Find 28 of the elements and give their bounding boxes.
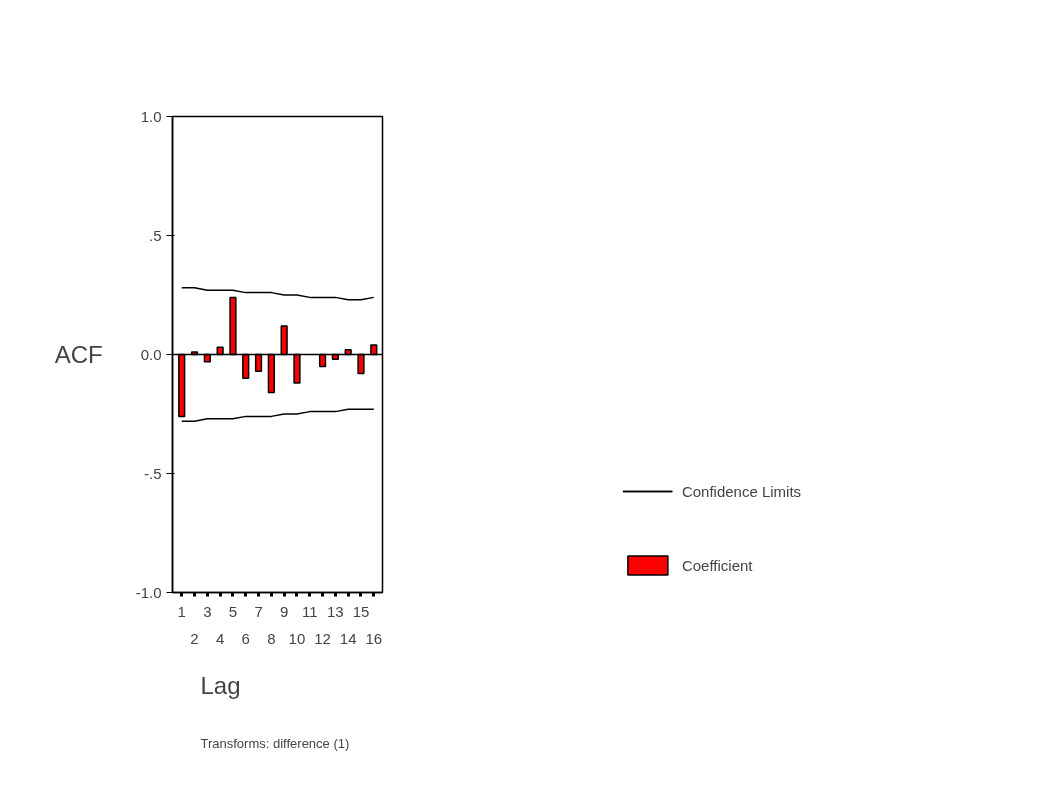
- y-tick-label: -.5: [144, 464, 162, 482]
- x-tick-label: 3: [203, 602, 212, 620]
- line-series: [180, 287, 375, 301]
- y-tick-label: .5: [148, 226, 162, 244]
- x-tick-label: 7: [254, 602, 263, 620]
- x-tick-label: 4: [215, 629, 225, 647]
- y-tick-label: 0.0: [140, 345, 162, 363]
- y-axis-title: ACF: [54, 341, 103, 368]
- x-tick-label: 16: [365, 629, 383, 647]
- legend-label: Coefficient: [681, 556, 753, 574]
- x-tick-label: 9: [279, 602, 289, 620]
- y-tick-label: -1.0: [135, 583, 162, 601]
- x-tick-label: 15: [352, 602, 370, 620]
- x-tick-label: 6: [241, 629, 250, 647]
- x-tick-label: 5: [228, 602, 238, 620]
- x-tick-label: 12: [314, 629, 331, 647]
- x-tick-label: 11: [301, 602, 318, 620]
- x-axis-title: Lag: [200, 671, 241, 699]
- x-tick-label: 13: [327, 602, 344, 620]
- legend-label: Confidence Limits: [681, 482, 802, 500]
- text: Transforms: difference (1): [200, 735, 350, 751]
- x-tick-label: 14: [339, 629, 357, 647]
- x-tick-label: 8: [267, 629, 276, 647]
- x-tick-label: 2: [190, 629, 199, 647]
- line-series: [180, 408, 375, 422]
- x-tick-label: 10: [288, 629, 306, 647]
- y-tick-label: 1.0: [140, 107, 162, 125]
- x-tick-label: 1: [177, 602, 186, 620]
